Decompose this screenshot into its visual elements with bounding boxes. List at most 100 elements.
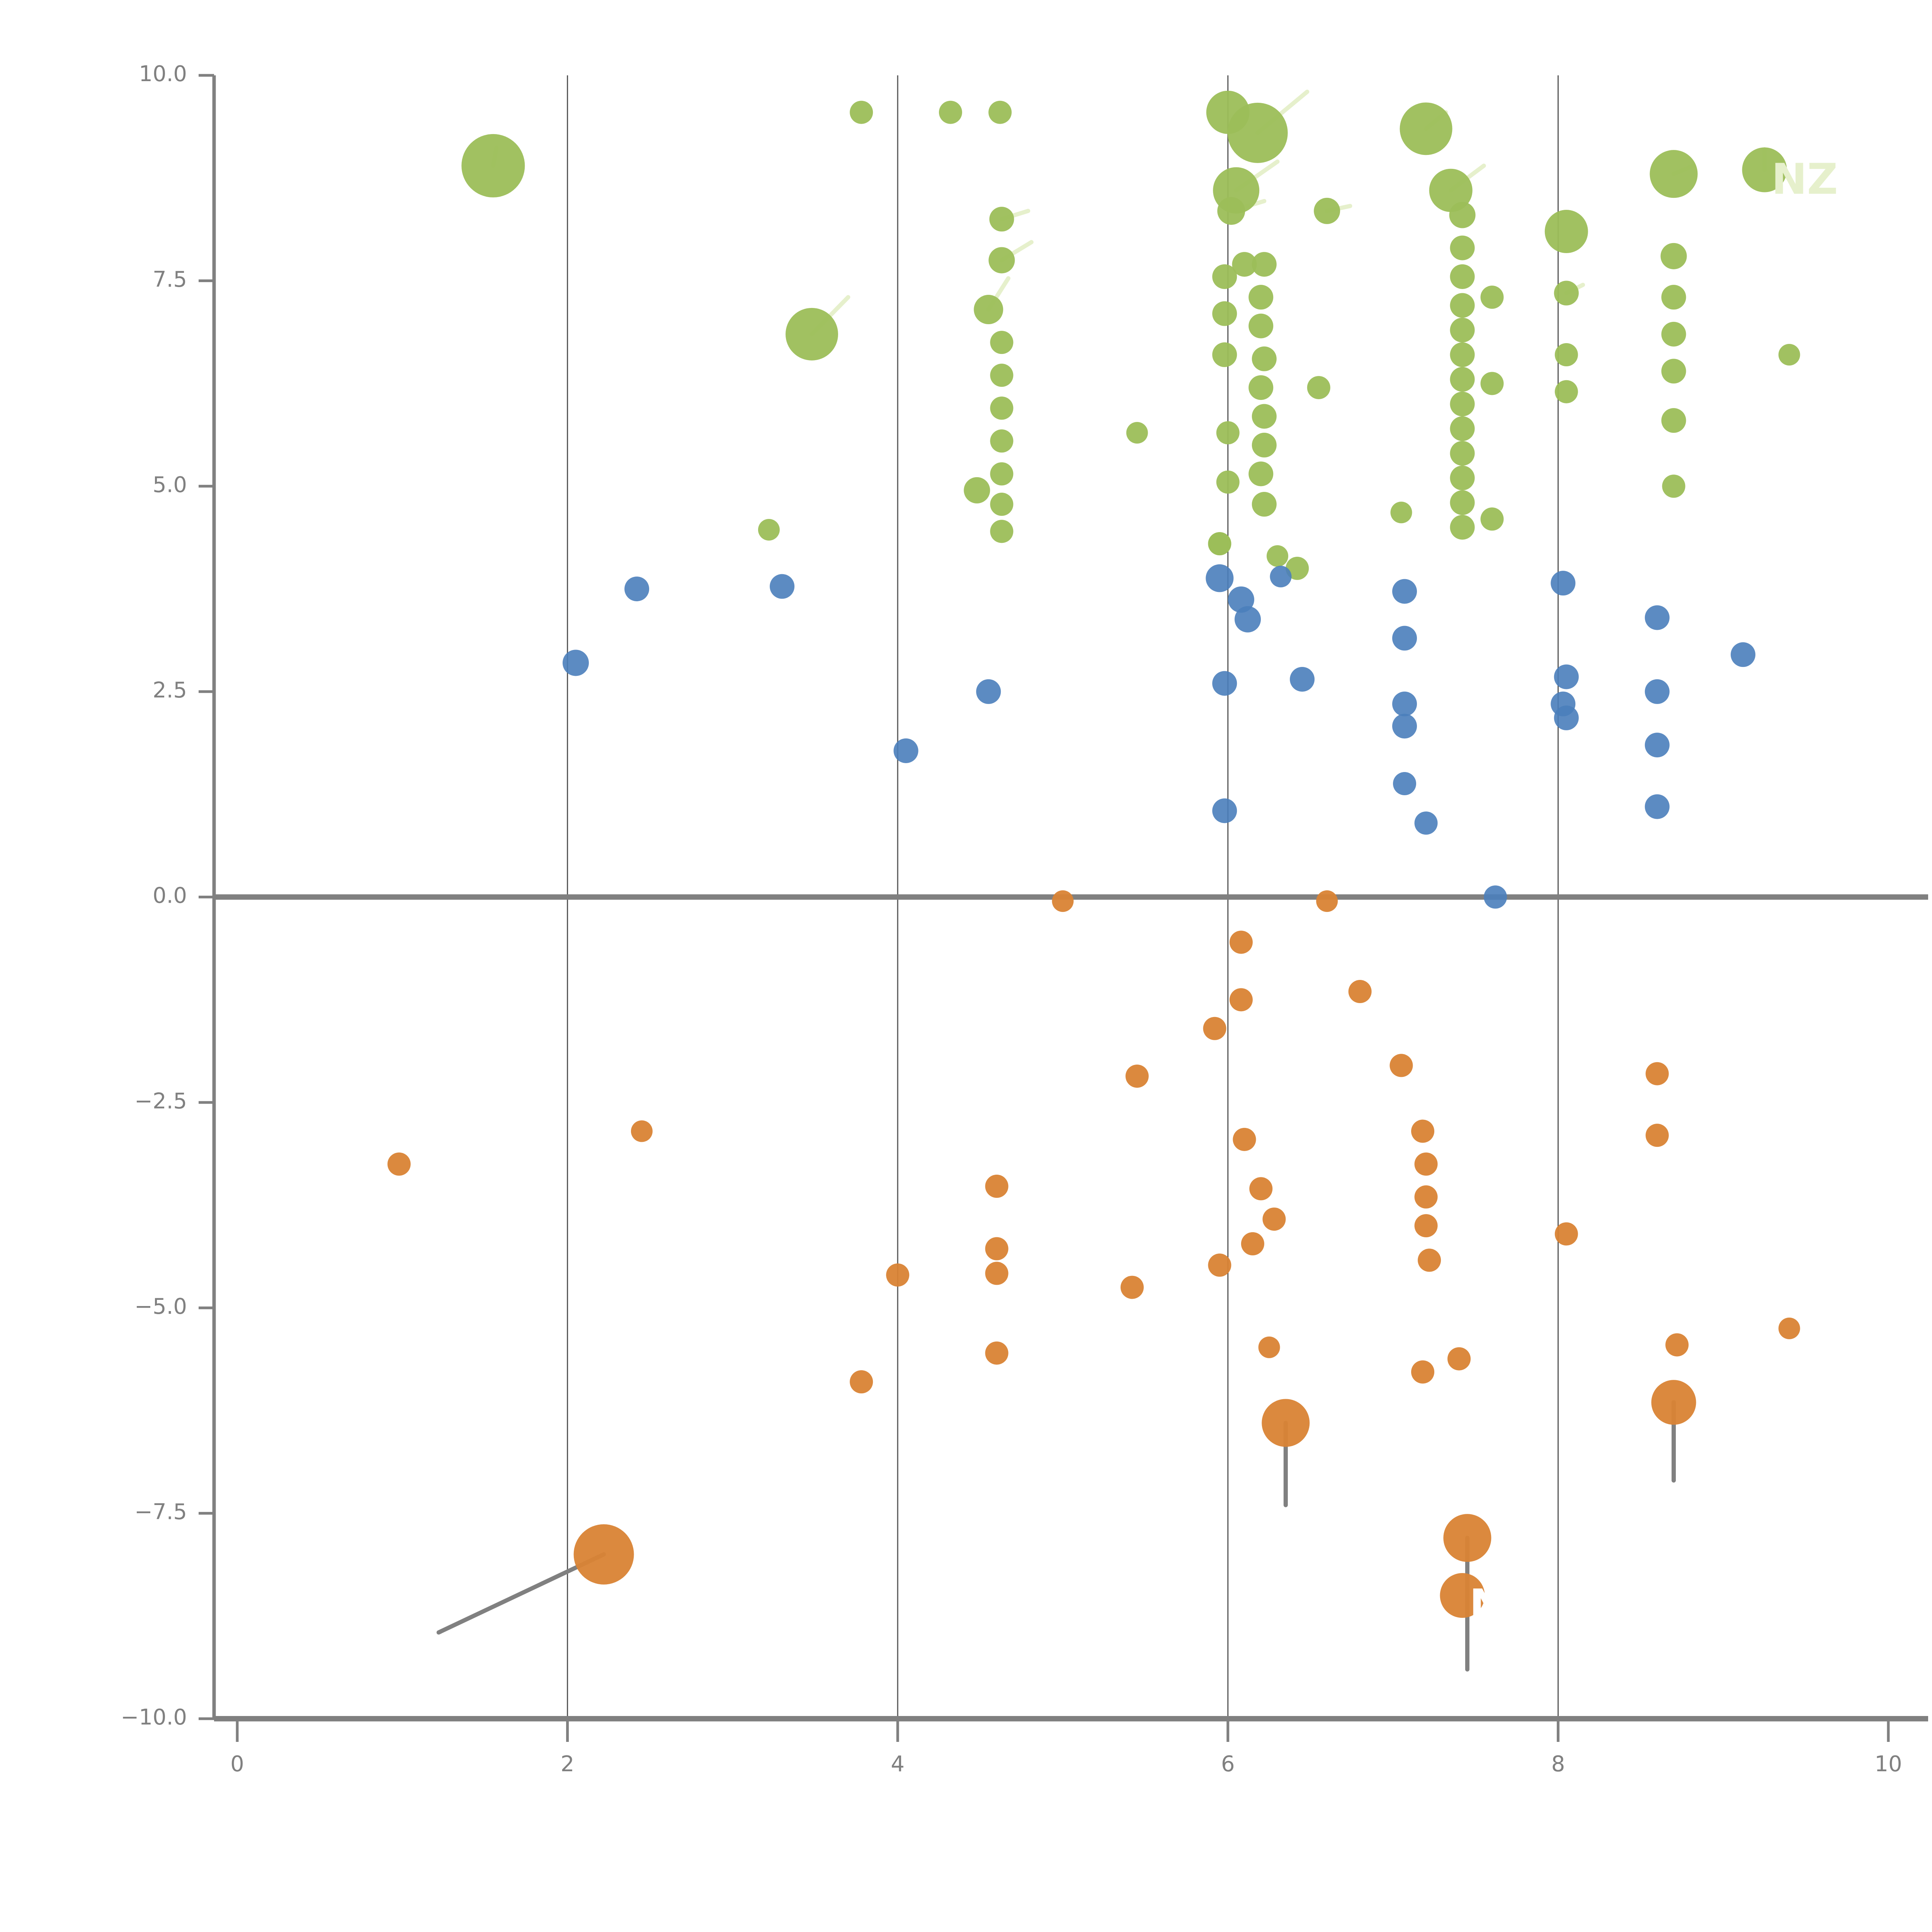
- marker-green-59[interactable]: [1480, 372, 1504, 395]
- marker-blue-13[interactable]: [1392, 691, 1417, 716]
- marker-green-48[interactable]: [1450, 293, 1475, 318]
- marker-blue-1[interactable]: [624, 577, 650, 602]
- marker-green-67[interactable]: [1660, 243, 1687, 269]
- marker-orange-33[interactable]: [1440, 1573, 1485, 1618]
- marker-blue-22[interactable]: [1645, 605, 1670, 630]
- marker-green-60[interactable]: [1480, 507, 1504, 531]
- marker-green-57[interactable]: [1450, 515, 1475, 540]
- marker-green-45[interactable]: [1449, 202, 1476, 228]
- marker-green-13[interactable]: [990, 429, 1014, 453]
- marker-green-68[interactable]: [1661, 285, 1686, 310]
- marker-blue-7[interactable]: [1235, 606, 1261, 633]
- marker-blue-17[interactable]: [1484, 885, 1507, 909]
- marker-green-6[interactable]: [974, 295, 1003, 325]
- marker-orange-4[interactable]: [886, 1263, 910, 1287]
- marker-green-49[interactable]: [1450, 318, 1475, 343]
- marker-green-70[interactable]: [1661, 359, 1686, 384]
- marker-orange-20[interactable]: [1258, 1336, 1280, 1358]
- marker-orange-29[interactable]: [1418, 1248, 1441, 1272]
- marker-orange-6[interactable]: [985, 1237, 1009, 1260]
- marker-orange-3[interactable]: [850, 1370, 873, 1394]
- marker-orange-15[interactable]: [1229, 988, 1253, 1012]
- marker-orange-13[interactable]: [1208, 1253, 1231, 1277]
- marker-orange-34[interactable]: [1554, 1222, 1578, 1246]
- marker-green-44[interactable]: [1429, 168, 1473, 212]
- marker-green-27[interactable]: [1248, 285, 1274, 310]
- marker-orange-8[interactable]: [985, 1341, 1009, 1365]
- marker-blue-9[interactable]: [1290, 667, 1315, 692]
- marker-green-71[interactable]: [1661, 408, 1686, 433]
- marker-green-30[interactable]: [1212, 342, 1237, 367]
- marker-green-61[interactable]: [1390, 502, 1412, 524]
- marker-green-20[interactable]: [1227, 102, 1288, 163]
- marker-blue-4[interactable]: [976, 679, 1001, 704]
- marker-blue-23[interactable]: [1645, 679, 1670, 704]
- marker-orange-23[interactable]: [1348, 980, 1372, 1003]
- marker-green-4[interactable]: [939, 100, 962, 124]
- marker-green-72[interactable]: [1662, 474, 1685, 498]
- marker-orange-16[interactable]: [1233, 1128, 1256, 1151]
- marker-blue-12[interactable]: [1392, 626, 1417, 651]
- marker-green-54[interactable]: [1450, 441, 1475, 466]
- marker-green-74[interactable]: [1778, 344, 1800, 366]
- marker-blue-3[interactable]: [893, 738, 918, 763]
- marker-green-39[interactable]: [1208, 532, 1231, 556]
- marker-green-29[interactable]: [1252, 346, 1277, 371]
- marker-blue-27[interactable]: [1270, 566, 1292, 588]
- marker-green-62[interactable]: [1544, 210, 1588, 253]
- marker-green-0[interactable]: [461, 134, 525, 197]
- marker-green-69[interactable]: [1661, 321, 1686, 347]
- marker-orange-38[interactable]: [1651, 1380, 1696, 1425]
- marker-green-50[interactable]: [1450, 342, 1475, 367]
- marker-orange-32[interactable]: [1443, 1514, 1492, 1562]
- marker-green-40[interactable]: [1286, 556, 1309, 580]
- marker-orange-17[interactable]: [1249, 1177, 1273, 1201]
- marker-blue-16[interactable]: [1414, 811, 1438, 835]
- marker-green-46[interactable]: [1450, 235, 1475, 260]
- marker-green-25[interactable]: [1252, 252, 1277, 277]
- marker-green-28[interactable]: [1248, 313, 1274, 338]
- marker-orange-31[interactable]: [1447, 1347, 1471, 1371]
- marker-green-41[interactable]: [1314, 197, 1340, 224]
- marker-green-63[interactable]: [1554, 281, 1579, 306]
- marker-green-2[interactable]: [758, 519, 780, 541]
- marker-green-38[interactable]: [1266, 545, 1288, 567]
- marker-orange-28[interactable]: [1414, 1214, 1438, 1238]
- marker-orange-1[interactable]: [573, 1524, 634, 1585]
- marker-blue-19[interactable]: [1554, 664, 1579, 689]
- marker-orange-7[interactable]: [985, 1262, 1009, 1285]
- marker-green-12[interactable]: [990, 396, 1014, 420]
- marker-green-1[interactable]: [786, 308, 838, 361]
- marker-green-51[interactable]: [1450, 367, 1475, 392]
- marker-green-16[interactable]: [990, 520, 1014, 543]
- marker-orange-5[interactable]: [985, 1175, 1009, 1198]
- marker-orange-39[interactable]: [1778, 1317, 1800, 1339]
- marker-green-47[interactable]: [1450, 264, 1475, 289]
- marker-blue-2[interactable]: [770, 574, 795, 599]
- marker-orange-25[interactable]: [1411, 1119, 1435, 1143]
- marker-orange-30[interactable]: [1411, 1360, 1435, 1384]
- marker-green-37[interactable]: [1252, 492, 1277, 517]
- marker-green-32[interactable]: [1252, 404, 1277, 429]
- marker-green-42[interactable]: [1307, 376, 1330, 400]
- marker-green-58[interactable]: [1480, 286, 1504, 309]
- marker-green-23[interactable]: [1212, 264, 1237, 289]
- marker-green-52[interactable]: [1450, 391, 1475, 417]
- marker-orange-35[interactable]: [1645, 1062, 1669, 1085]
- marker-blue-8[interactable]: [1212, 671, 1237, 696]
- marker-blue-11[interactable]: [1392, 579, 1417, 604]
- marker-blue-14[interactable]: [1392, 714, 1417, 739]
- marker-green-55[interactable]: [1450, 465, 1475, 490]
- marker-green-14[interactable]: [990, 462, 1014, 486]
- marker-green-66[interactable]: [1650, 150, 1698, 198]
- marker-orange-14[interactable]: [1229, 930, 1253, 954]
- marker-green-3[interactable]: [850, 100, 873, 124]
- marker-orange-9[interactable]: [1052, 890, 1074, 912]
- marker-green-15[interactable]: [990, 493, 1014, 516]
- marker-green-9[interactable]: [988, 247, 1015, 274]
- marker-orange-18[interactable]: [1241, 1232, 1264, 1255]
- marker-green-26[interactable]: [1212, 301, 1237, 326]
- marker-green-10[interactable]: [990, 331, 1014, 354]
- marker-green-11[interactable]: [990, 364, 1014, 387]
- marker-orange-36[interactable]: [1645, 1124, 1669, 1147]
